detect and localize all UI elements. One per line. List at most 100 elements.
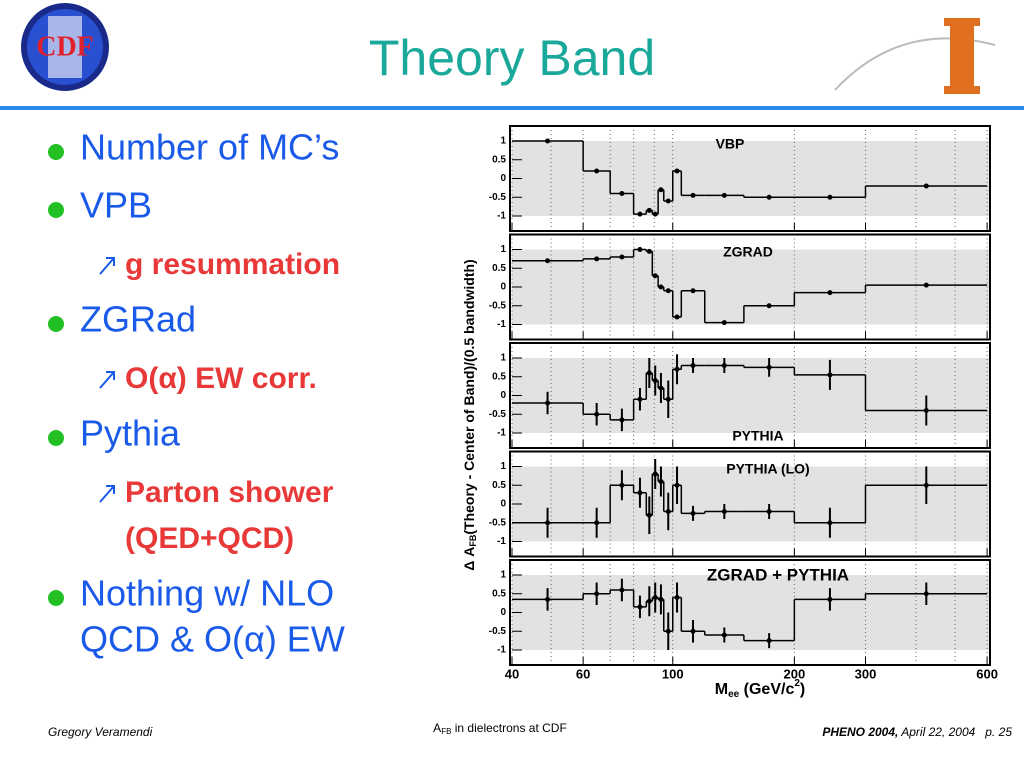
footer-right: PHENO 2004, April 22, 2004 p. 25 bbox=[822, 725, 1012, 739]
data-point bbox=[652, 378, 658, 383]
data-point bbox=[652, 595, 658, 600]
data-point bbox=[827, 194, 833, 200]
bullet-dot bbox=[48, 202, 64, 218]
data-point bbox=[827, 290, 833, 296]
panel-label: ZGRAD + PYTHIA bbox=[707, 565, 849, 584]
data-point bbox=[827, 372, 833, 378]
data-point bbox=[545, 258, 551, 264]
bullet-dot bbox=[48, 430, 64, 446]
uncertainty-band bbox=[512, 466, 990, 542]
data-point bbox=[766, 638, 772, 644]
x-tick-label: 300 bbox=[855, 666, 877, 681]
footer-event: PHENO 2004, bbox=[822, 725, 898, 739]
slide-title: Theory Band bbox=[369, 30, 655, 86]
data-point bbox=[923, 408, 929, 413]
sub-bullet-text: g resummation bbox=[125, 248, 340, 281]
title-rule bbox=[0, 106, 1024, 110]
data-point bbox=[619, 191, 625, 196]
bullet-dot bbox=[48, 316, 64, 332]
data-point bbox=[594, 256, 600, 262]
data-point bbox=[545, 520, 551, 526]
panel-frame bbox=[509, 450, 991, 558]
footer-rest: in dielectrons at CDF bbox=[451, 721, 566, 735]
uncertainty-band bbox=[512, 141, 990, 216]
y-tick-label: -1 bbox=[497, 428, 506, 439]
x-tick-label: 100 bbox=[662, 666, 684, 681]
data-point bbox=[690, 192, 696, 198]
panel-label: PYTHIA (LO) bbox=[726, 461, 809, 477]
logo-bars bbox=[48, 16, 82, 78]
y-tick-label: 0 bbox=[500, 499, 506, 510]
data-point bbox=[674, 168, 680, 174]
y-tick-label: 0.5 bbox=[492, 588, 506, 599]
panel-label: ZGRAD bbox=[723, 244, 773, 260]
data-point bbox=[690, 363, 696, 368]
y-tick-label: 0 bbox=[500, 282, 506, 293]
data-point bbox=[766, 509, 772, 514]
data-point bbox=[923, 183, 929, 189]
footer-sub: FB bbox=[441, 727, 451, 736]
x-axis-label-sub: ee bbox=[728, 689, 740, 700]
y-tick-label: -1 bbox=[497, 536, 506, 547]
data-point bbox=[658, 284, 664, 290]
bullet-dot bbox=[48, 590, 64, 606]
y-tick-label: 0.5 bbox=[492, 371, 506, 382]
bullet-text: Nothing w/ NLO bbox=[80, 573, 334, 614]
footer-left: Gregory Veramendi bbox=[48, 725, 153, 739]
data-point bbox=[637, 396, 643, 402]
sub-bullet-arrow bbox=[99, 257, 115, 275]
data-point bbox=[658, 385, 664, 391]
data-point bbox=[619, 417, 625, 423]
sub-bullet-text: (QED+QCD) bbox=[125, 522, 294, 555]
y-tick-label: 1 bbox=[500, 244, 506, 255]
data-point bbox=[721, 363, 727, 368]
y-tick-label: 1 bbox=[500, 353, 506, 364]
data-point bbox=[637, 490, 643, 496]
data-point bbox=[923, 482, 929, 488]
y-tick-label: 0.5 bbox=[492, 154, 506, 165]
logo-text: CDF bbox=[36, 31, 94, 62]
y-tick-label: 0 bbox=[500, 173, 506, 184]
data-point bbox=[658, 187, 664, 193]
bullet-text: ZGRad bbox=[80, 299, 196, 340]
data-point bbox=[674, 595, 680, 600]
panel-frame bbox=[509, 559, 991, 666]
data-point bbox=[594, 591, 600, 597]
data-point bbox=[652, 273, 658, 279]
panel-label: VBP bbox=[716, 136, 745, 152]
panel-frame bbox=[509, 125, 991, 232]
data-point bbox=[637, 211, 643, 217]
y-axis-label-sub: FB bbox=[468, 534, 478, 546]
data-point bbox=[545, 596, 551, 602]
y-axis-label: Δ AFB(Theory - Center of Band)/(0.5 band… bbox=[461, 259, 479, 570]
data-point bbox=[665, 288, 671, 294]
data-point bbox=[619, 482, 625, 488]
y-tick-label: -1 bbox=[497, 211, 506, 222]
footer-center: AFB in dielectrons at CDF bbox=[433, 721, 567, 736]
data-point bbox=[690, 510, 696, 516]
bullet-text-cont: QCD & O(α) EW bbox=[80, 619, 345, 660]
data-point bbox=[652, 471, 658, 477]
data-point bbox=[646, 248, 652, 254]
data-point bbox=[674, 482, 680, 488]
uncertainty-band bbox=[512, 249, 990, 325]
uncertainty-band bbox=[512, 575, 990, 650]
y-tick-label: -0.5 bbox=[489, 626, 507, 637]
data-point bbox=[923, 282, 929, 288]
sub-bullet-arrow bbox=[99, 371, 115, 389]
chart: 1 0.5 0 -0.5 -1 VBP 1 0.5 0 -0.5 -1 ZGRAD 1 0.5 0 -0.5 -… bbox=[461, 125, 998, 700]
bullet-dot bbox=[48, 144, 64, 160]
y-tick-label: 1 bbox=[500, 461, 506, 472]
sub-bullet-text: O(α) EW corr. bbox=[125, 362, 317, 395]
y-tick-label: 0.5 bbox=[492, 480, 506, 491]
bullet-text: Number of MC’s bbox=[80, 127, 339, 168]
x-tick-label: 40 bbox=[505, 666, 519, 681]
data-point bbox=[827, 520, 833, 526]
y-tick-label: -1 bbox=[497, 645, 506, 656]
y-axis-label-rest: (Theory - Center of Band)/(0.5 bandwidth… bbox=[461, 259, 477, 534]
panel-frame bbox=[509, 342, 991, 449]
x-tick-label: 200 bbox=[784, 666, 806, 681]
x-axis-label: Mee (GeV/c2) bbox=[715, 678, 805, 700]
x-tick-label: 60 bbox=[576, 666, 590, 681]
